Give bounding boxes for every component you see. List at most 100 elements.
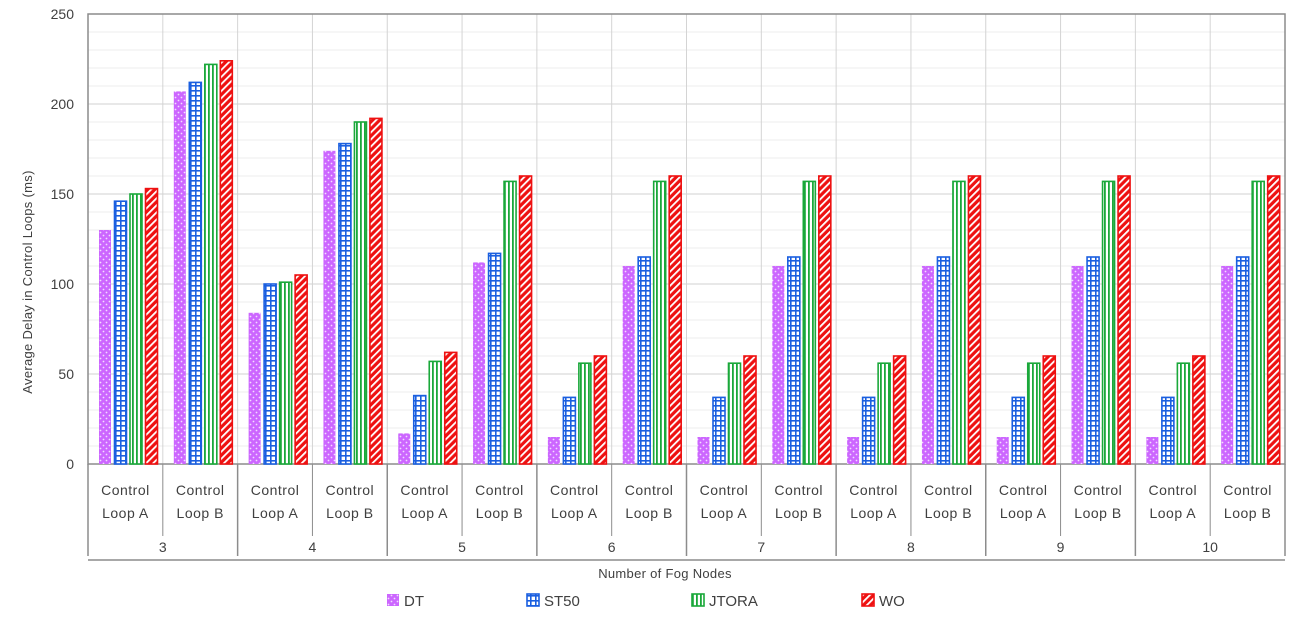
- bar-wo: [443, 351, 458, 465]
- bar-jtora: [952, 180, 966, 465]
- legend-label-jtora: JTORA: [709, 593, 758, 610]
- x-axis-title: Number of Fog Nodes: [598, 566, 732, 581]
- x-group-label: 6: [608, 539, 616, 555]
- bar-jtora: [877, 362, 891, 465]
- bar-jtora: [727, 362, 742, 465]
- y-tick-label: 0: [66, 456, 74, 472]
- bar-dt: [996, 437, 1009, 464]
- bar-jtora: [353, 121, 368, 465]
- bar-dt: [473, 262, 486, 464]
- x-category-label: Control: [999, 482, 1048, 498]
- bar-st50: [487, 252, 502, 465]
- x-category-label: Control: [101, 482, 150, 498]
- bar-st50: [113, 200, 128, 465]
- x-category-label: Loop A: [1000, 505, 1047, 521]
- bar-wo: [369, 117, 383, 465]
- bar-dt: [398, 433, 411, 464]
- bar-dt: [99, 230, 111, 464]
- bar-jtora: [1176, 362, 1191, 465]
- x-group-label: 9: [1057, 539, 1065, 555]
- bar-dt: [323, 150, 336, 465]
- bar-wo: [294, 274, 308, 465]
- y-tick-label: 100: [51, 276, 75, 292]
- bar-st50: [338, 142, 352, 465]
- x-category-label: Control: [550, 482, 599, 498]
- legend: DT ST50 JTORA WO: [387, 593, 905, 610]
- axes: 0 50 100 150 200 250 Control Loop A Control Loop …: [51, 6, 1286, 561]
- bar-st50: [1161, 396, 1175, 465]
- bar-st50: [936, 256, 951, 465]
- x-category-label: Loop B: [326, 505, 373, 521]
- y-tick-label: 250: [51, 6, 75, 22]
- bars: [99, 59, 1281, 465]
- bar-wo: [1042, 355, 1057, 465]
- x-group-label: 7: [757, 539, 765, 555]
- legend-swatch-st50: [526, 593, 540, 607]
- x-category-label: Loop B: [1074, 505, 1121, 521]
- bar-dt: [248, 312, 261, 464]
- x-group-label: 3: [159, 539, 167, 555]
- x-group-label: 5: [458, 539, 466, 555]
- y-tick-label: 50: [58, 366, 74, 382]
- bar-wo: [593, 355, 608, 465]
- x-category-label: Control: [924, 482, 973, 498]
- x-category-label: Control: [400, 482, 449, 498]
- bar-wo: [743, 355, 757, 465]
- x-category-label: Loop B: [925, 505, 972, 521]
- x-group-label: 4: [309, 539, 317, 555]
- bar-jtora: [503, 180, 517, 465]
- bar-st50: [1011, 396, 1026, 465]
- bar-wo: [518, 175, 533, 465]
- x-category-label: Control: [326, 482, 375, 498]
- x-category-label: Loop B: [177, 505, 224, 521]
- x-category-label: Control: [1223, 482, 1272, 498]
- x-category-label: Loop A: [551, 505, 598, 521]
- bar-dt: [1221, 266, 1234, 464]
- x-category-label: Control: [176, 482, 225, 498]
- bar-wo: [818, 175, 832, 465]
- bar-jtora: [578, 362, 592, 465]
- bar-st50: [637, 256, 651, 465]
- x-category-label: Control: [849, 482, 898, 498]
- bar-jtora: [204, 63, 218, 465]
- bar-jtora: [802, 180, 817, 465]
- legend-label-dt: DT: [404, 593, 424, 610]
- x-category-label: Control: [1148, 482, 1197, 498]
- bar-st50: [1086, 256, 1100, 465]
- x-category-label: Loop A: [102, 505, 149, 521]
- bar-jtora: [652, 180, 667, 465]
- x-category-label: Loop B: [775, 505, 822, 521]
- bar-wo: [967, 175, 982, 465]
- x-category-label: Loop B: [476, 505, 523, 521]
- bar-st50: [712, 396, 726, 465]
- x-category-label: Control: [700, 482, 749, 498]
- legend-label-wo: WO: [879, 593, 905, 610]
- bar-st50: [787, 256, 801, 465]
- x-category-label: Loop A: [401, 505, 448, 521]
- bar-dt: [921, 266, 934, 464]
- x-category-label: Loop A: [701, 505, 748, 521]
- bar-st50: [263, 283, 277, 465]
- x-category-label: Loop A: [850, 505, 897, 521]
- x-category-label: Control: [251, 482, 300, 498]
- x-category-label: Control: [774, 482, 823, 498]
- bar-dt: [173, 91, 186, 465]
- x-category-label: Loop B: [1224, 505, 1271, 521]
- bar-dt: [1071, 266, 1084, 464]
- x-category-label: Loop A: [252, 505, 299, 521]
- x-category-label: Control: [1074, 482, 1123, 498]
- x-group-label: 10: [1202, 539, 1218, 555]
- bar-st50: [188, 81, 203, 465]
- bar-wo: [144, 187, 159, 465]
- bar-wo: [219, 59, 234, 465]
- bar-jtora: [129, 193, 143, 465]
- bar-wo: [1117, 175, 1131, 465]
- bar-jtora: [1251, 180, 1265, 465]
- bar-wo: [1266, 175, 1281, 465]
- legend-label-st50: ST50: [544, 593, 580, 610]
- bar-dt: [622, 266, 635, 464]
- bar-st50: [562, 396, 577, 465]
- bar-dt: [547, 437, 560, 464]
- bar-wo: [1192, 355, 1206, 465]
